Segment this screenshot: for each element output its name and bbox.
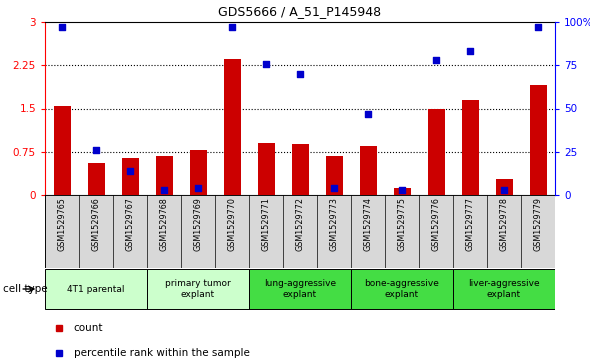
Bar [351,269,453,309]
Bar [291,144,309,195]
Bar [257,143,274,195]
Bar [122,158,139,195]
Bar [394,188,411,195]
Bar [359,146,376,195]
Text: GSM1529769: GSM1529769 [194,197,202,251]
Point [125,168,135,174]
Point [91,147,101,153]
Bar [147,269,249,309]
Point [227,24,237,30]
Point [329,185,339,191]
Point [431,57,441,63]
Text: GSM1529766: GSM1529766 [91,197,100,251]
Point [466,49,475,54]
Text: GSM1529778: GSM1529778 [500,197,509,251]
Bar [496,179,513,195]
Bar [249,269,351,309]
Text: 4T1 parental: 4T1 parental [67,285,124,294]
Text: GSM1529765: GSM1529765 [57,197,67,251]
Text: primary tumor
explant: primary tumor explant [165,279,231,299]
Text: GSM1529776: GSM1529776 [431,197,441,251]
Bar [224,60,241,195]
Point [57,24,67,30]
Text: GSM1529767: GSM1529767 [126,197,135,251]
Bar [428,109,444,195]
Text: GSM1529774: GSM1529774 [363,197,372,251]
Point [159,187,169,193]
Text: cell type: cell type [3,284,48,294]
Text: GSM1529779: GSM1529779 [533,197,542,251]
Point [261,61,271,66]
Text: count: count [74,323,103,334]
Point [295,71,304,77]
Text: GSM1529773: GSM1529773 [329,197,339,251]
Text: GSM1529771: GSM1529771 [261,197,270,251]
Text: bone-aggressive
explant: bone-aggressive explant [365,279,440,299]
Bar [326,156,343,195]
Point [499,187,509,193]
Bar [156,156,172,195]
Text: lung-aggressive
explant: lung-aggressive explant [264,279,336,299]
Point [194,185,203,191]
Bar [529,85,546,195]
Text: GSM1529770: GSM1529770 [228,197,237,251]
Bar [461,100,478,195]
Bar [45,269,147,309]
Point [533,24,543,30]
Text: GSM1529772: GSM1529772 [296,197,304,251]
Text: GSM1529768: GSM1529768 [159,197,169,251]
Point [397,187,407,193]
Text: liver-aggressive
explant: liver-aggressive explant [468,279,540,299]
Text: GDS5666 / A_51_P145948: GDS5666 / A_51_P145948 [218,5,382,18]
Bar [54,106,70,195]
Bar [87,163,104,195]
Point [363,111,373,117]
Bar [189,150,206,195]
Text: GSM1529777: GSM1529777 [466,197,474,251]
Text: percentile rank within the sample: percentile rank within the sample [74,348,250,358]
Bar [453,269,555,309]
Text: GSM1529775: GSM1529775 [398,197,407,251]
